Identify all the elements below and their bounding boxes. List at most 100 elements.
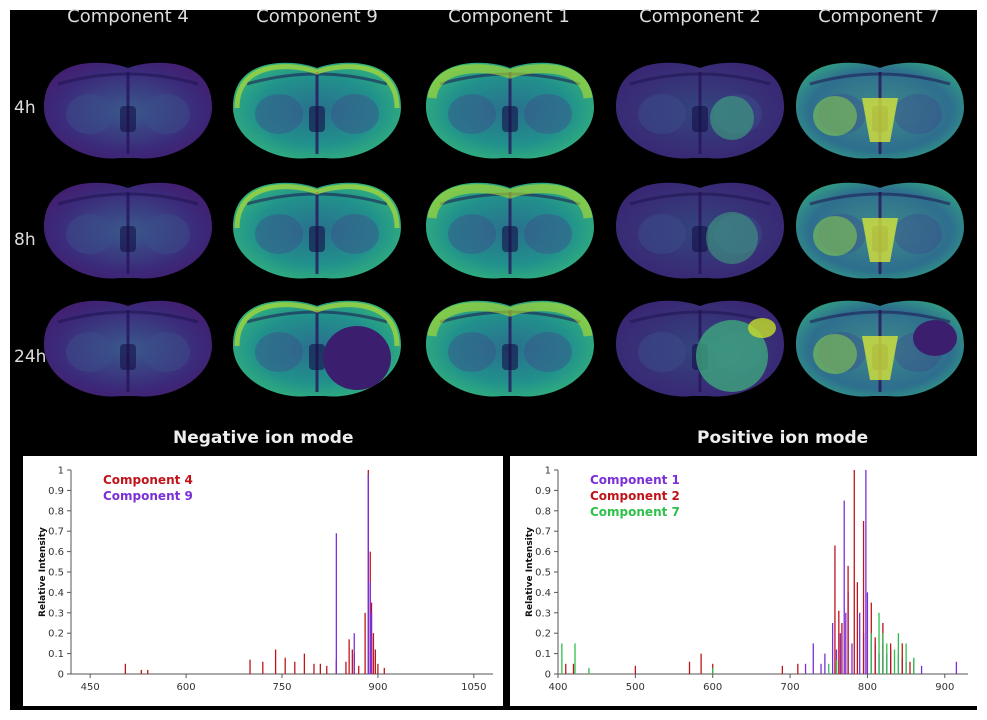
series-component-7 <box>561 612 915 674</box>
column-title-component-2: Component 2 <box>639 6 761 27</box>
cortex-rim-highlight <box>234 184 400 229</box>
ventricle <box>309 106 325 132</box>
y-tick-label: 0.3 <box>535 608 551 619</box>
brain-slice-component-4-8h <box>44 182 212 279</box>
ventricle <box>309 344 325 370</box>
left-striatum <box>66 332 114 372</box>
left-striatum <box>638 94 686 134</box>
x-tick-label: 800 <box>858 682 877 693</box>
column-title-component-1: Component 1 <box>448 6 570 27</box>
corpus-callosum <box>809 192 951 206</box>
right-striatum <box>524 94 572 134</box>
y-tick-label: 0.5 <box>535 568 551 579</box>
x-tick-label: 700 <box>781 682 800 693</box>
y-tick-label: 0 <box>58 670 64 681</box>
left-striatum <box>255 214 303 254</box>
brain-slice-component-9-24h <box>233 300 401 397</box>
left-striatum <box>638 332 686 372</box>
corpus-callosum <box>57 72 199 86</box>
cortex-rim-highlight <box>234 302 400 347</box>
upper-cortex-highlight <box>427 184 593 220</box>
y-tick-label: 0.8 <box>535 506 551 517</box>
upper-cortex-highlight <box>427 302 593 338</box>
ventricle <box>309 226 325 252</box>
ventricle <box>120 106 136 132</box>
y-tick-label: 0.9 <box>48 486 64 497</box>
ventricle <box>502 226 518 252</box>
right-hemisphere-highlight <box>706 212 758 264</box>
lesion-region <box>323 326 391 390</box>
right-striatum <box>894 94 942 134</box>
y-axis-label: Relative Intensity <box>38 527 48 617</box>
right-striatum <box>331 94 379 134</box>
brain-slice-component-7-24h <box>796 300 964 397</box>
brain-slice-component-4-4h <box>44 62 212 159</box>
row-label-4h: 4h <box>14 98 36 118</box>
cortex-hotspot <box>748 318 776 338</box>
legend-entry-component-7: Component 7 <box>590 505 680 519</box>
x-tick-label: 450 <box>81 682 100 693</box>
brain-slice-component-1-24h <box>426 300 594 397</box>
corpus-callosum <box>57 310 199 324</box>
ventricle <box>692 226 708 252</box>
x-tick-label: 400 <box>548 682 567 693</box>
y-tick-label: 0.5 <box>48 568 64 579</box>
ventricle <box>120 344 136 370</box>
brain-image-grid <box>44 62 964 397</box>
left-striatum <box>255 332 303 372</box>
ventricle <box>502 106 518 132</box>
right-striatum <box>331 214 379 254</box>
right-striatum <box>142 214 190 254</box>
negative-ion-mode-title: Negative ion mode <box>173 428 354 448</box>
y-tick-label: 1 <box>58 466 64 477</box>
corpus-callosum <box>629 310 771 324</box>
ventricle <box>120 226 136 252</box>
brain-slice-component-2-4h <box>616 62 784 159</box>
brain-slice-component-2-24h <box>616 300 784 397</box>
left-hemisphere-highlight <box>813 96 857 136</box>
brain-slice-component-7-8h <box>796 182 964 279</box>
brain-slice-component-1-8h <box>426 182 594 279</box>
x-tick-label: 900 <box>368 682 387 693</box>
left-striatum <box>638 214 686 254</box>
legend-entry-component-4: Component 4 <box>103 473 193 487</box>
corpus-callosum <box>57 192 199 206</box>
striatum-highlight <box>862 336 898 380</box>
positive-ion-spectrum-chart: 0 0.1 0.2 0.3 0.4 0.5 0.6 0.7 0.8 0.9 1 400 500 600 70… <box>510 456 978 706</box>
y-tick-label: 0.2 <box>48 629 64 640</box>
row-label-24h: 24h <box>14 347 47 367</box>
column-title-component-4: Component 4 <box>67 6 189 27</box>
y-tick-label: 0.3 <box>48 608 64 619</box>
column-title-component-7: Component 7 <box>818 6 940 27</box>
x-tick-label: 750 <box>272 682 291 693</box>
right-striatum <box>142 94 190 134</box>
corpus-callosum <box>809 72 951 86</box>
negative-ion-spectrum-chart: 0 0.1 0.2 0.3 0.4 0.5 0.6 0.7 0.8 0.9 1 450 600 750 90… <box>23 456 503 706</box>
striatum-highlight <box>862 218 898 262</box>
ventricle <box>502 344 518 370</box>
y-axis-label: Relative Intensity <box>525 527 535 617</box>
y-tick-label: 0.9 <box>535 486 551 497</box>
left-striatum <box>448 214 496 254</box>
left-striatum <box>448 94 496 134</box>
positive-ion-mode-title: Positive ion mode <box>697 428 869 448</box>
left-hemisphere-highlight <box>813 216 857 256</box>
chart-panel <box>510 456 978 706</box>
legend-entry-component-9: Component 9 <box>103 489 193 503</box>
cortex-rim-highlight <box>234 64 400 109</box>
left-striatum <box>66 214 114 254</box>
left-hemisphere-highlight <box>813 334 857 374</box>
brain-slice-component-4-24h <box>44 300 212 397</box>
y-tick-label: 0.4 <box>48 588 64 599</box>
lesion-region <box>913 320 957 356</box>
y-tick-label: 0.6 <box>48 547 64 558</box>
y-tick-label: 0.4 <box>535 588 551 599</box>
y-tick-label: 0.6 <box>535 547 551 558</box>
striatum-highlight <box>862 98 898 142</box>
right-striatum <box>524 214 572 254</box>
y-tick-label: 0.8 <box>48 506 64 517</box>
brain-slice-component-1-4h <box>426 62 594 159</box>
right-hemisphere-highlight <box>710 96 754 140</box>
brain-slice-component-9-8h <box>233 182 401 279</box>
